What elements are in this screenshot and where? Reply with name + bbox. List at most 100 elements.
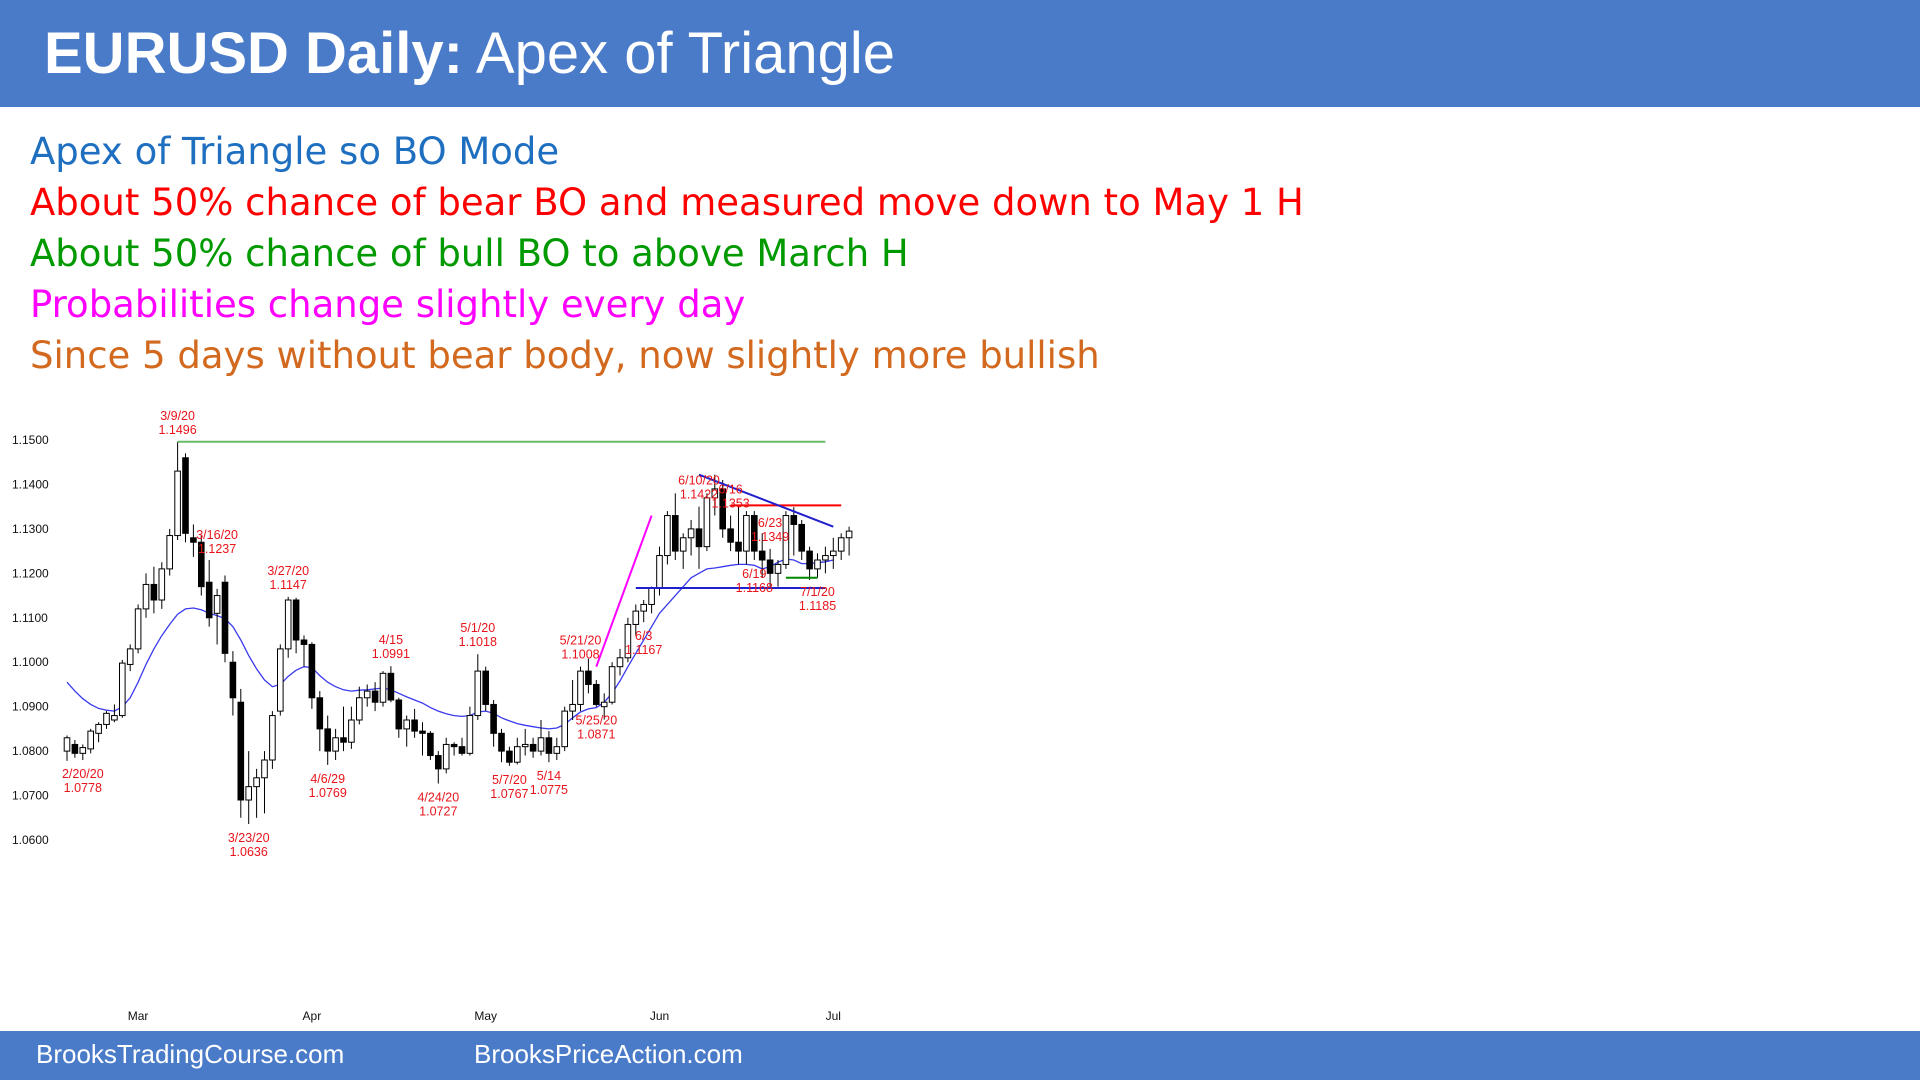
bear-candle <box>545 737 553 754</box>
bull-candle <box>403 719 410 730</box>
footer-right-link[interactable]: BrooksPriceAction.com <box>474 1039 743 1069</box>
bear-candle <box>237 701 245 801</box>
annotation-price: 1.1168 <box>736 581 773 595</box>
bullet-probabilities: Probabilities change slightly every day <box>30 283 746 326</box>
annotation-date: 6/23 <box>758 516 782 530</box>
footer-bar: BrooksTradingCourse.com BrooksPriceActio… <box>0 1031 1920 1080</box>
annotation-price: 1.1018 <box>459 635 497 649</box>
bull-candle <box>608 666 616 703</box>
bull-candle <box>63 737 71 752</box>
bull-candle <box>537 737 545 752</box>
bull-candle <box>553 746 561 754</box>
bull-candle <box>142 583 150 610</box>
bull-candle <box>134 608 142 650</box>
bear-candle <box>719 488 727 530</box>
bear-candle <box>727 528 734 543</box>
bull-candle <box>332 737 339 752</box>
bull-candle <box>284 599 292 650</box>
annotation-price: 1.1237 <box>198 542 236 556</box>
bull-candle <box>569 703 576 712</box>
bear-candle <box>790 515 798 525</box>
y-tick-label: 1.1100 <box>12 611 48 625</box>
bull-candle <box>822 555 829 561</box>
y-tick-label: 1.1300 <box>12 522 49 536</box>
bull-candle <box>474 670 482 717</box>
title-subject: Apex of Triangle <box>475 21 896 86</box>
y-tick-label: 1.0800 <box>12 744 49 758</box>
bear-candle <box>308 643 316 699</box>
bear-candle <box>482 670 489 705</box>
bear-candle <box>735 541 742 552</box>
bear-candle <box>751 515 758 552</box>
annotation-date: 5/14 <box>537 769 561 783</box>
bull-candle <box>577 670 584 705</box>
bull-candle <box>703 497 711 548</box>
bull-candle <box>782 515 790 565</box>
bear-candle <box>411 719 418 732</box>
bull-candle <box>616 657 624 668</box>
bear-candle <box>529 743 537 752</box>
y-tick-label: 1.1400 <box>12 477 49 491</box>
bull-candle <box>837 537 845 552</box>
bull-candle <box>95 723 102 734</box>
annotation-price: 1.0727 <box>419 805 457 819</box>
annotation-date: 2/20/20 <box>62 767 104 781</box>
bull-candle <box>656 555 663 589</box>
footer-left-link[interactable]: BrooksTradingCourse.com <box>36 1039 345 1069</box>
bullet-list: Apex of Triangle so BO Mode About 50% ch… <box>30 126 1304 381</box>
bear-candle <box>498 732 505 752</box>
slide-title: EURUSD Daily: Apex of Triangle <box>44 18 895 90</box>
y-tick-label: 1.1200 <box>12 566 49 580</box>
bear-candle <box>490 703 497 734</box>
y-tick-label: 1.1000 <box>12 655 49 669</box>
annotation-price: 1.1422 <box>680 488 718 502</box>
bull-candle <box>87 730 95 750</box>
eurusd-daily-chart: 1.1500 1.1400 1.1300 1.1200 1.1100 1.1000 1.09… <box>12 409 853 1023</box>
annotation-date: 3/9/20 <box>160 409 195 423</box>
bull-candle <box>648 587 655 605</box>
bear-candle <box>766 559 774 574</box>
bear-candle <box>292 599 300 641</box>
annotation-price: 1.0778 <box>64 781 102 795</box>
bull-candle <box>640 603 648 612</box>
annotation-price: 1.1167 <box>625 643 662 657</box>
y-tick-label: 1.0600 <box>12 833 49 847</box>
bull-candle <box>363 690 371 699</box>
bear-candle <box>71 743 79 754</box>
bull-candle <box>269 715 276 761</box>
bear-candle <box>806 550 813 570</box>
x-tick-label: Jun <box>650 1009 669 1023</box>
annotation-date: 4/6/29 <box>310 772 345 786</box>
annotation-date: 3/16/20 <box>196 528 238 542</box>
bull-candle <box>356 697 363 721</box>
spike-magenta-line <box>595 515 653 668</box>
bear-candle <box>150 583 158 601</box>
annotation-date: 6/19 <box>742 567 766 581</box>
bear-candle <box>419 730 426 734</box>
bear-candle <box>371 690 379 703</box>
annotation-price: 1.1147 <box>270 578 307 592</box>
bull-candle <box>111 715 118 721</box>
bear-candle <box>593 683 600 705</box>
bear-candle <box>340 737 347 743</box>
bull-candle <box>632 610 640 625</box>
y-tick-label: 1.0900 <box>12 700 49 714</box>
x-tick-label: Apr <box>303 1009 322 1023</box>
bull-candle <box>743 515 750 552</box>
annotation-price: 1.1185 <box>799 599 836 613</box>
bear-candle <box>585 670 592 685</box>
bull-candle <box>679 537 687 552</box>
bull-candle <box>379 672 387 703</box>
bull-candle <box>158 568 166 601</box>
annotation-price: 1.1349 <box>751 530 789 544</box>
bull-candle <box>830 550 837 557</box>
candles <box>63 441 853 824</box>
triangle-upper-line <box>698 473 834 528</box>
bull-candle <box>245 786 252 801</box>
annotation-date: 4/24/20 <box>417 791 459 805</box>
trend-lines <box>177 440 842 668</box>
annotation-date: 7/1/20 <box>800 585 835 599</box>
bear-candle <box>182 457 189 534</box>
bull-candle <box>521 743 529 748</box>
bull-candle <box>845 530 853 539</box>
